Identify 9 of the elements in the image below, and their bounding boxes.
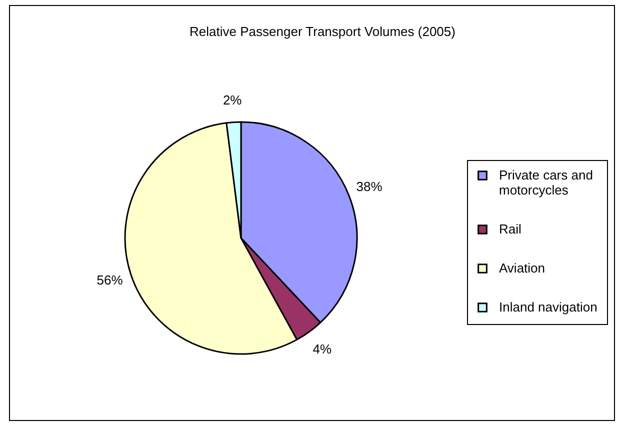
legend-label: Inland navigation <box>499 300 598 314</box>
legend-label: Private cars and motorcycles <box>499 168 593 198</box>
legend-label: Aviation <box>499 260 546 276</box>
chart-title: Relative Passenger Transport Volumes (2005) <box>190 24 456 39</box>
data-label: 4% <box>312 342 332 357</box>
data-label: 2% <box>222 92 242 108</box>
legend-label: Rail <box>499 222 522 236</box>
data-label: 38% <box>356 179 383 194</box>
data-label: 56% <box>96 272 124 288</box>
